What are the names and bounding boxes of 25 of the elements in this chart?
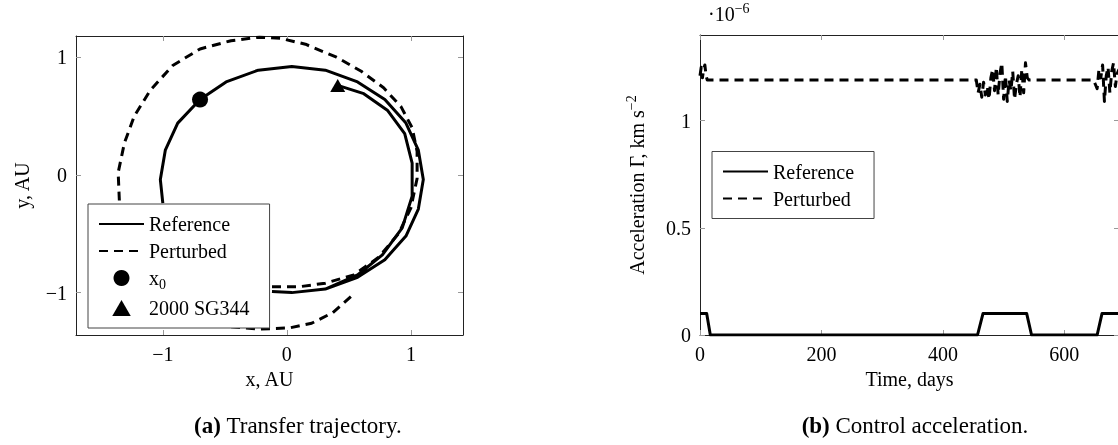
x-axis-title: x, AU — [245, 368, 294, 390]
text: (b) Control acceleration. — [801, 413, 1029, 438]
y-tick-label: 0 — [57, 163, 67, 186]
line-series — [698, 61, 1118, 103]
x-tick-label: 0 — [695, 343, 705, 365]
x-tick-label: −1 — [152, 343, 174, 365]
x-tick-label: 400 — [927, 343, 958, 365]
x-tick-label: 200 — [806, 343, 837, 365]
text: (a) Transfer trajectory. — [194, 413, 402, 438]
y-tick-label: 0.5 — [666, 216, 691, 239]
x-tick-label: 0 — [281, 343, 292, 365]
y-axis-title: Acceleration Γ, km s−2 — [623, 95, 648, 275]
legend-label: Reference — [149, 213, 231, 235]
legend-label: Perturbed — [773, 187, 851, 210]
x-axis-title: Time, days — [865, 368, 954, 391]
x-tick-label: 600 — [1049, 343, 1080, 365]
x-tick-label: 1 — [405, 343, 416, 365]
y-tick-label: 0 — [681, 324, 691, 346]
y-tick-label: 1 — [681, 109, 691, 132]
y-tick-label: −1 — [45, 281, 67, 304]
y-tick-label: 1 — [57, 46, 67, 69]
legend-label: 2000 SG344 — [149, 297, 250, 319]
legend-label: Perturbed — [149, 240, 227, 262]
legend-label: Reference — [773, 160, 855, 183]
y-axis-title: y, AU — [11, 161, 34, 209]
